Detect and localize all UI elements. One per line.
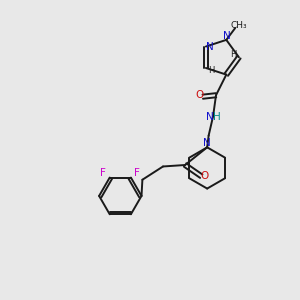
- Text: F: F: [100, 168, 106, 178]
- Text: N: N: [206, 42, 214, 52]
- Text: H: H: [213, 112, 220, 122]
- Text: O: O: [201, 171, 209, 181]
- Text: F: F: [134, 168, 140, 178]
- Text: H: H: [208, 66, 214, 75]
- Text: H: H: [230, 50, 237, 59]
- Text: CH₃: CH₃: [230, 21, 247, 30]
- Text: N: N: [206, 112, 213, 122]
- Text: N: N: [203, 138, 211, 148]
- Text: N: N: [223, 32, 231, 41]
- Text: O: O: [195, 90, 203, 100]
